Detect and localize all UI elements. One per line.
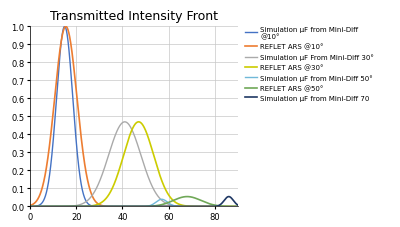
Legend: Simulation μF from Mini-Diff
@10°, REFLET ARS @10°, Simulation μF From Mini-Diff: Simulation μF from Mini-Diff @10°, REFLE… [242,24,377,104]
Title: Transmitted Intensity Front: Transmitted Intensity Front [50,10,218,23]
